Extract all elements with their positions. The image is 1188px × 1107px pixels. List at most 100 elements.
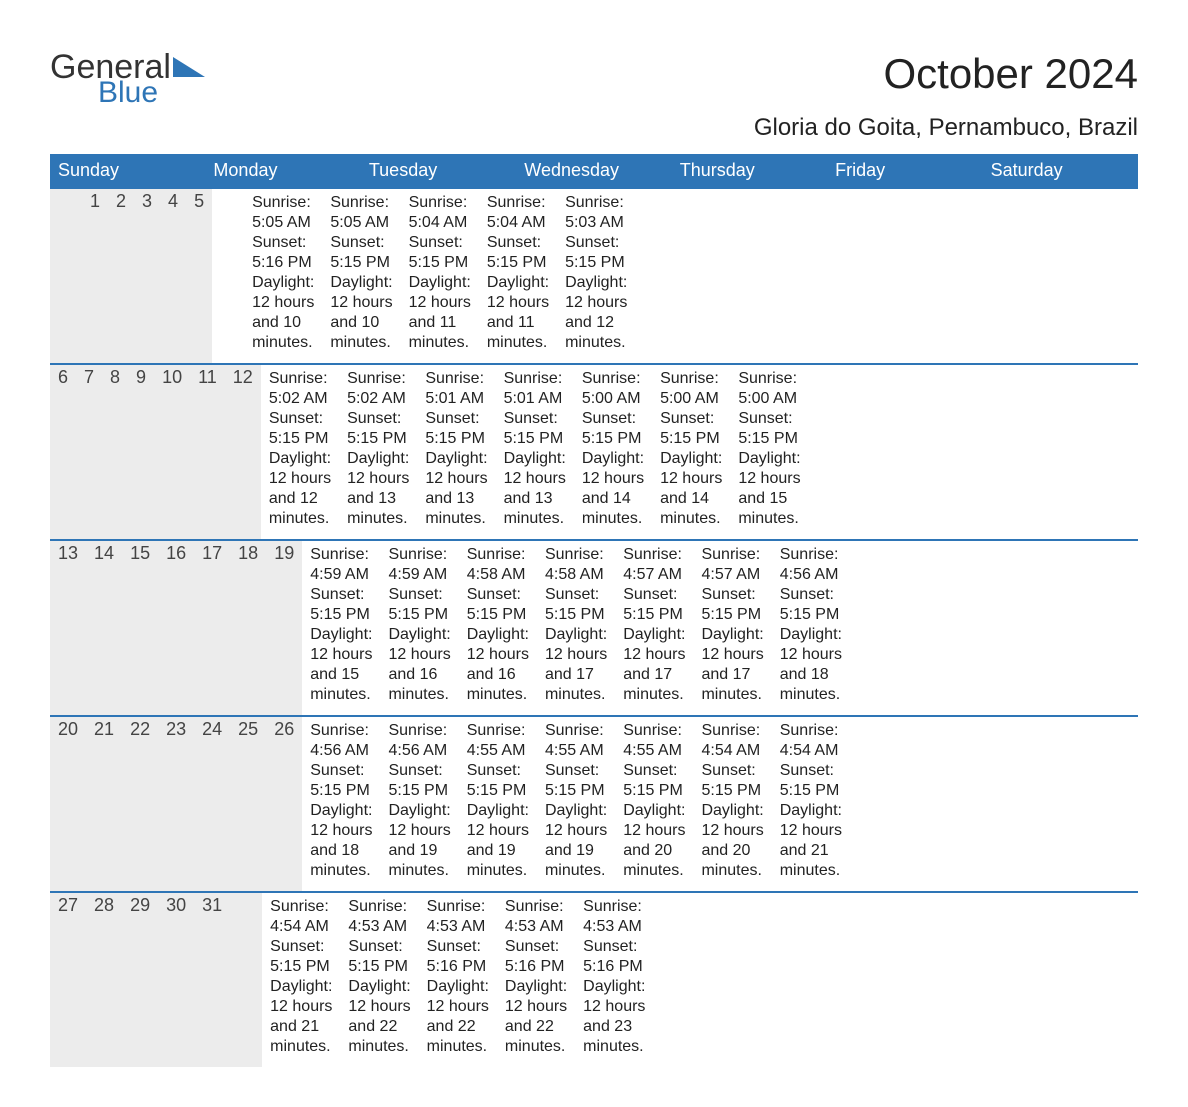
day-number: 31 bbox=[194, 893, 230, 1067]
day-day2: and 20 minutes. bbox=[623, 841, 685, 881]
day-sunset: Sunset: 5:15 PM bbox=[545, 585, 607, 625]
day-day2: and 11 minutes. bbox=[409, 313, 471, 353]
logo-word-blue: Blue bbox=[98, 78, 205, 108]
day-sunset: Sunset: 5:15 PM bbox=[310, 761, 372, 801]
day-cells-row: Sunrise: 5:02 AMSunset: 5:15 PMDaylight:… bbox=[261, 365, 809, 539]
day-sunrise: Sunrise: 5:00 AM bbox=[738, 369, 800, 409]
day-number: 1 bbox=[82, 189, 108, 363]
dow-monday: Monday bbox=[205, 154, 360, 187]
day-sunrise: Sunrise: 5:04 AM bbox=[409, 193, 471, 233]
day-day1: Daylight: 12 hours bbox=[388, 625, 450, 665]
day-cell: Sunrise: 5:00 AMSunset: 5:15 PMDaylight:… bbox=[652, 365, 730, 539]
day-sunrise: Sunrise: 4:54 AM bbox=[780, 721, 842, 761]
day-number: 23 bbox=[158, 717, 194, 891]
day-day2: and 11 minutes. bbox=[487, 313, 549, 353]
day-day1: Daylight: 12 hours bbox=[583, 977, 645, 1017]
dow-saturday: Saturday bbox=[983, 154, 1138, 187]
day-sunset: Sunset: 5:15 PM bbox=[545, 761, 607, 801]
day-day1: Daylight: 12 hours bbox=[660, 449, 722, 489]
day-sunset: Sunset: 5:15 PM bbox=[504, 409, 566, 449]
day-cell: Sunrise: 5:04 AMSunset: 5:15 PMDaylight:… bbox=[401, 189, 479, 363]
day-number: 6 bbox=[50, 365, 76, 539]
day-sunset: Sunset: 5:15 PM bbox=[467, 761, 529, 801]
day-sunset: Sunset: 5:15 PM bbox=[388, 761, 450, 801]
day-day1: Daylight: 12 hours bbox=[388, 801, 450, 841]
dow-tuesday: Tuesday bbox=[361, 154, 516, 187]
day-day2: and 13 minutes. bbox=[425, 489, 487, 529]
day-day2: and 12 minutes. bbox=[565, 313, 627, 353]
day-cell: Sunrise: 4:55 AMSunset: 5:15 PMDaylight:… bbox=[537, 717, 615, 891]
day-day1: Daylight: 12 hours bbox=[467, 625, 529, 665]
day-day1: Daylight: 12 hours bbox=[487, 273, 549, 313]
logo-triangle-icon bbox=[173, 57, 205, 77]
day-day1: Daylight: 12 hours bbox=[545, 625, 607, 665]
calendar-week: 6789101112Sunrise: 5:02 AMSunset: 5:15 P… bbox=[50, 363, 1138, 539]
day-day2: and 19 minutes. bbox=[467, 841, 529, 881]
day-day1: Daylight: 12 hours bbox=[409, 273, 471, 313]
day-number: 25 bbox=[230, 717, 266, 891]
day-number: 24 bbox=[194, 717, 230, 891]
dow-friday: Friday bbox=[827, 154, 982, 187]
day-day1: Daylight: 12 hours bbox=[269, 449, 331, 489]
day-sunrise: Sunrise: 5:05 AM bbox=[330, 193, 392, 233]
header: General Blue October 2024 bbox=[50, 50, 1138, 108]
day-sunrise: Sunrise: 5:02 AM bbox=[347, 369, 409, 409]
day-number: 14 bbox=[86, 541, 122, 715]
day-day1: Daylight: 12 hours bbox=[623, 801, 685, 841]
day-cell: Sunrise: 4:55 AMSunset: 5:15 PMDaylight:… bbox=[459, 717, 537, 891]
day-sunset: Sunset: 5:15 PM bbox=[388, 585, 450, 625]
day-day2: and 21 minutes. bbox=[270, 1017, 332, 1057]
day-number-row: 6789101112 bbox=[50, 365, 261, 539]
dow-thursday: Thursday bbox=[672, 154, 827, 187]
day-number: 11 bbox=[190, 365, 225, 539]
day-day2: and 16 minutes. bbox=[467, 665, 529, 705]
day-cell: Sunrise: 4:54 AMSunset: 5:15 PMDaylight:… bbox=[262, 893, 340, 1067]
day-number: 20 bbox=[50, 717, 86, 891]
day-day1: Daylight: 12 hours bbox=[582, 449, 644, 489]
day-sunset: Sunset: 5:15 PM bbox=[701, 585, 763, 625]
calendar-week: 13141516171819Sunrise: 4:59 AMSunset: 5:… bbox=[50, 539, 1138, 715]
day-day1: Daylight: 12 hours bbox=[330, 273, 392, 313]
day-day2: and 17 minutes. bbox=[545, 665, 607, 705]
day-cell: Sunrise: 4:54 AMSunset: 5:15 PMDaylight:… bbox=[772, 717, 850, 891]
location-subtitle: Gloria do Goita, Pernambuco, Brazil bbox=[50, 114, 1138, 142]
day-day1: Daylight: 12 hours bbox=[780, 625, 842, 665]
day-cell bbox=[228, 189, 244, 363]
day-sunrise: Sunrise: 4:53 AM bbox=[427, 897, 489, 937]
day-number: 28 bbox=[86, 893, 122, 1067]
day-cell bbox=[669, 893, 685, 1067]
day-sunrise: Sunrise: 4:56 AM bbox=[388, 721, 450, 761]
day-day1: Daylight: 12 hours bbox=[467, 801, 529, 841]
day-sunrise: Sunrise: 4:53 AM bbox=[505, 897, 567, 937]
day-sunset: Sunset: 5:15 PM bbox=[467, 585, 529, 625]
day-sunrise: Sunrise: 4:56 AM bbox=[310, 721, 372, 761]
day-day1: Daylight: 12 hours bbox=[701, 625, 763, 665]
calendar: Sunday Monday Tuesday Wednesday Thursday… bbox=[50, 154, 1138, 1067]
day-sunrise: Sunrise: 5:01 AM bbox=[504, 369, 566, 409]
day-sunrise: Sunrise: 4:57 AM bbox=[623, 545, 685, 585]
day-day1: Daylight: 12 hours bbox=[348, 977, 410, 1017]
day-cells-row: Sunrise: 5:05 AMSunset: 5:16 PMDaylight:… bbox=[212, 189, 635, 363]
day-cell: Sunrise: 5:02 AMSunset: 5:15 PMDaylight:… bbox=[261, 365, 339, 539]
day-sunset: Sunset: 5:15 PM bbox=[780, 761, 842, 801]
day-number: 8 bbox=[102, 365, 128, 539]
day-cell: Sunrise: 5:03 AMSunset: 5:15 PMDaylight:… bbox=[557, 189, 635, 363]
day-cell: Sunrise: 4:56 AMSunset: 5:15 PMDaylight:… bbox=[302, 717, 380, 891]
day-cell: Sunrise: 5:02 AMSunset: 5:15 PMDaylight:… bbox=[339, 365, 417, 539]
day-day2: and 22 minutes. bbox=[505, 1017, 567, 1057]
day-number: 18 bbox=[230, 541, 266, 715]
day-number: 12 bbox=[225, 365, 261, 539]
day-sunset: Sunset: 5:15 PM bbox=[660, 409, 722, 449]
day-day2: and 15 minutes. bbox=[310, 665, 372, 705]
day-sunrise: Sunrise: 4:56 AM bbox=[780, 545, 842, 585]
day-day2: and 22 minutes. bbox=[348, 1017, 410, 1057]
day-sunset: Sunset: 5:15 PM bbox=[425, 409, 487, 449]
day-of-week-header: Sunday Monday Tuesday Wednesday Thursday… bbox=[50, 154, 1138, 187]
day-sunrise: Sunrise: 5:00 AM bbox=[582, 369, 644, 409]
day-number: 5 bbox=[186, 189, 212, 363]
day-sunset: Sunset: 5:15 PM bbox=[701, 761, 763, 801]
calendar-week: 2728293031Sunrise: 4:54 AMSunset: 5:15 P… bbox=[50, 891, 1138, 1067]
day-day2: and 14 minutes. bbox=[582, 489, 644, 529]
day-sunset: Sunset: 5:15 PM bbox=[623, 585, 685, 625]
day-number: 7 bbox=[76, 365, 102, 539]
